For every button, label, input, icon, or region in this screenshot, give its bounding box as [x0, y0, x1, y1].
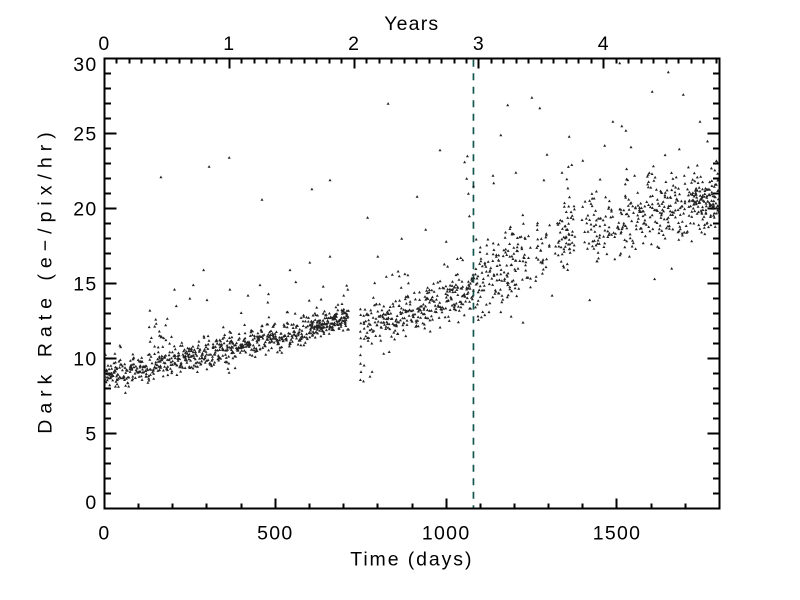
svg-text:10: 10 [73, 349, 97, 371]
svg-text:1: 1 [223, 33, 235, 55]
svg-text:30: 30 [73, 54, 97, 76]
svg-text:1500: 1500 [593, 523, 642, 545]
svg-text:Dark Rate (e−/pix/hr): Dark Rate (e−/pix/hr) [35, 126, 57, 434]
svg-text:Time (days): Time (days) [350, 548, 473, 570]
svg-text:2: 2 [348, 33, 360, 55]
svg-text:5: 5 [85, 424, 97, 446]
svg-text:0: 0 [98, 523, 110, 545]
svg-text:4: 4 [598, 33, 610, 55]
svg-text:15: 15 [73, 274, 97, 296]
svg-text:1000: 1000 [422, 523, 471, 545]
svg-text:500: 500 [257, 523, 293, 545]
svg-text:3: 3 [473, 33, 485, 55]
svg-text:0: 0 [98, 33, 110, 55]
svg-text:Years: Years [384, 13, 439, 35]
svg-text:20: 20 [73, 199, 97, 221]
svg-text:25: 25 [73, 124, 97, 146]
svg-text:0: 0 [85, 492, 97, 514]
